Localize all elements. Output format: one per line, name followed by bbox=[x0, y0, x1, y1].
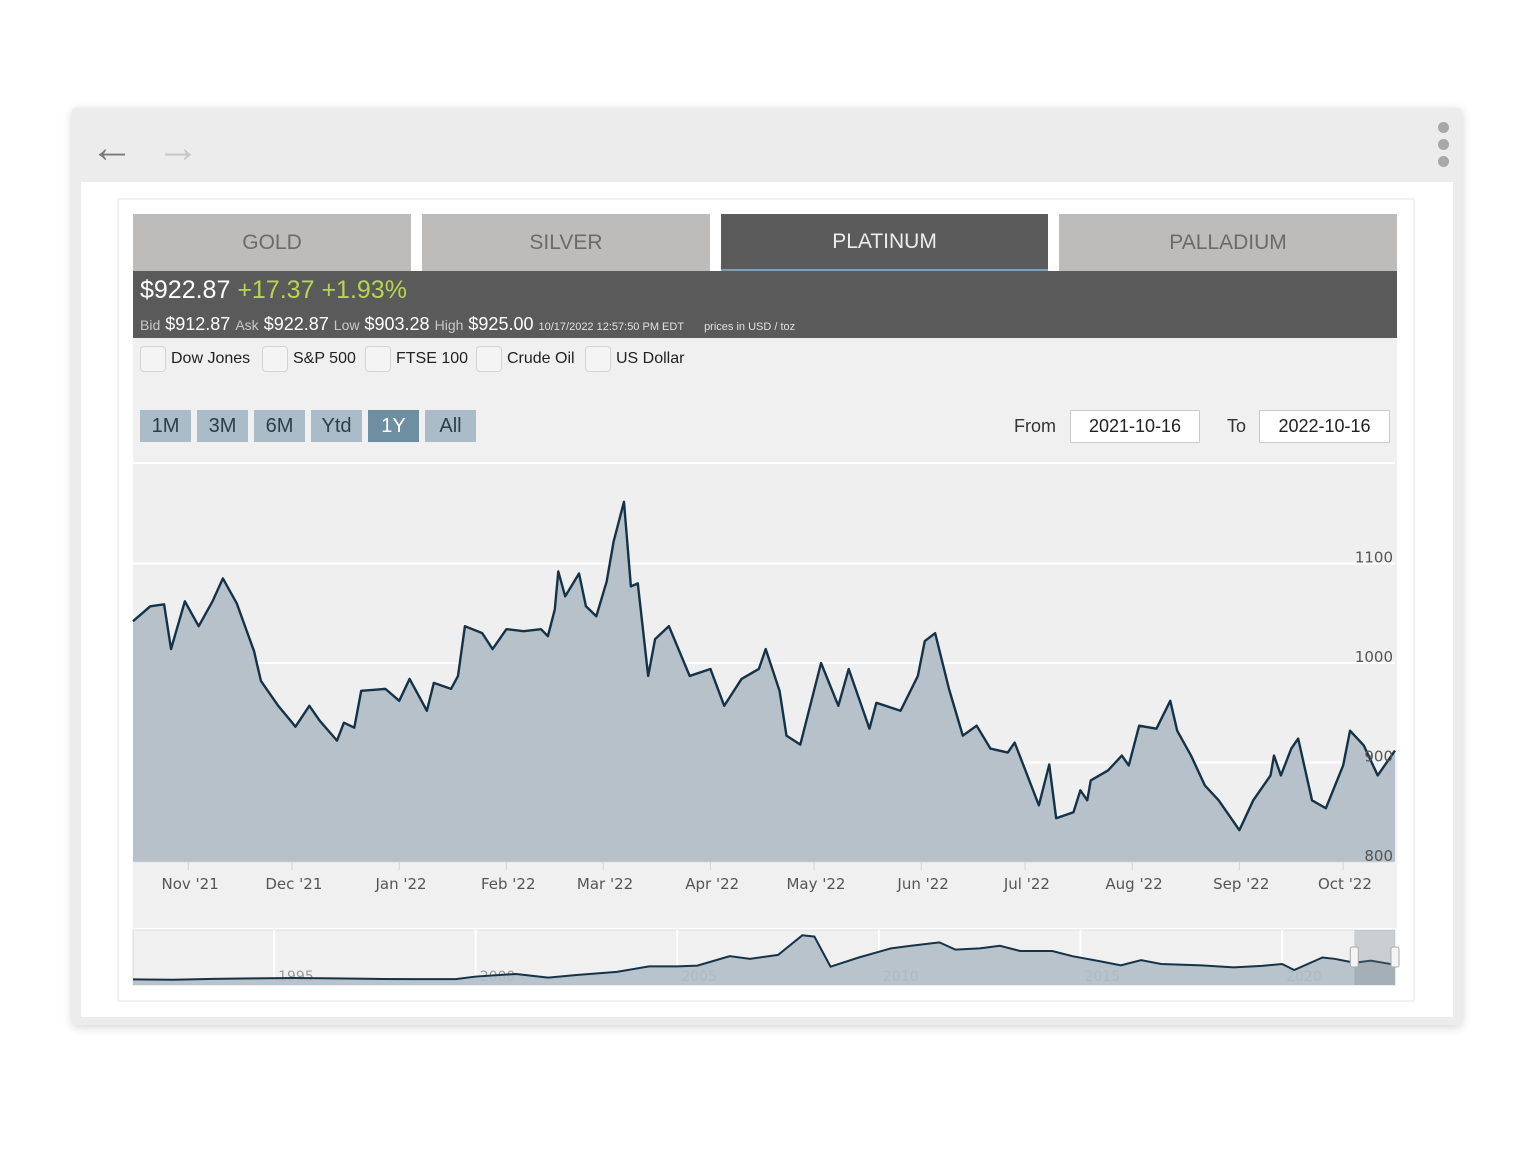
x-tick-label: May '22 bbox=[786, 875, 845, 893]
y-tick-label: 1100 bbox=[1355, 549, 1393, 567]
quote-timestamp: 10/17/2022 12:57:50 PM EDT bbox=[538, 321, 685, 333]
navigator-handle[interactable] bbox=[1349, 946, 1359, 968]
tab-silver[interactable]: SILVER bbox=[422, 214, 710, 271]
range-ytd-button[interactable]: Ytd bbox=[311, 410, 362, 442]
compare-us-dollar[interactable]: US Dollar bbox=[585, 346, 684, 372]
x-tick-label: Apr '22 bbox=[685, 875, 739, 893]
price-change-percent: +1.93% bbox=[321, 276, 407, 304]
checkbox[interactable] bbox=[585, 346, 611, 372]
x-tick-label: Feb '22 bbox=[481, 875, 536, 893]
x-tick-label: Aug '22 bbox=[1105, 875, 1162, 893]
checkbox[interactable] bbox=[365, 346, 391, 372]
checkbox-label: FTSE 100 bbox=[396, 350, 469, 367]
quote-bar: $922.87 +17.37 +1.93% Bid $912.87 Ask $9… bbox=[133, 271, 1397, 338]
y-tick-label: 900 bbox=[1364, 748, 1393, 766]
x-tick-label: Jun '22 bbox=[896, 875, 948, 893]
ask-label: Ask bbox=[235, 317, 259, 333]
x-tick-label: Jul '22 bbox=[1003, 875, 1050, 893]
navigator-handle[interactable] bbox=[1390, 946, 1400, 968]
range-1m-button[interactable]: 1M bbox=[140, 410, 191, 442]
tab-gold[interactable]: GOLD bbox=[133, 214, 411, 271]
tab-platinum[interactable]: PLATINUM bbox=[721, 214, 1048, 271]
x-tick-label: Sep '22 bbox=[1213, 875, 1269, 893]
x-tick-label: Dec '21 bbox=[265, 875, 322, 893]
compare-dow-jones[interactable]: Dow Jones bbox=[140, 346, 250, 372]
range-3m-button[interactable]: 3M bbox=[197, 410, 248, 442]
navigator-line bbox=[132, 934, 1396, 981]
checkbox-label: US Dollar bbox=[616, 350, 685, 367]
compare-ftse100[interactable]: FTSE 100 bbox=[365, 346, 468, 372]
kebab-menu-icon[interactable] bbox=[1438, 122, 1450, 173]
arrow-right-icon[interactable]: → bbox=[156, 123, 200, 172]
range-1y-button[interactable]: 1Y bbox=[368, 410, 419, 442]
ask-value: $922.87 bbox=[263, 314, 329, 334]
high-label: High bbox=[434, 317, 464, 333]
x-tick-label: Nov '21 bbox=[162, 875, 219, 893]
navigator-area bbox=[133, 935, 1395, 985]
compare-crude-oil[interactable]: Crude Oil bbox=[476, 346, 575, 372]
checkbox[interactable] bbox=[476, 346, 502, 372]
checkbox[interactable] bbox=[140, 346, 166, 372]
y-tick-label: 1000 bbox=[1355, 648, 1393, 666]
checkbox[interactable] bbox=[262, 346, 288, 372]
range-all-button[interactable]: All bbox=[425, 410, 476, 442]
checkbox-label: Crude Oil bbox=[507, 350, 575, 367]
arrow-left-icon[interactable]: ← bbox=[90, 123, 134, 172]
from-label: From bbox=[1014, 416, 1056, 436]
y-tick-label: 800 bbox=[1364, 847, 1393, 865]
to-label: To bbox=[1227, 416, 1247, 436]
price-line bbox=[132, 500, 1396, 832]
high-value: $925.00 bbox=[468, 314, 534, 334]
x-tick-label: Mar '22 bbox=[577, 875, 633, 893]
range-6m-button[interactable]: 6M bbox=[254, 410, 305, 442]
compare-sp500[interactable]: S&P 500 bbox=[262, 346, 356, 372]
from-date-input[interactable]: 2021-10-16 bbox=[1070, 410, 1200, 443]
low-label: Low bbox=[333, 317, 360, 333]
price-units: prices in USD / toz bbox=[704, 321, 796, 333]
to-date-input[interactable]: 2022-10-16 bbox=[1259, 410, 1390, 443]
checkbox-label: S&P 500 bbox=[293, 350, 356, 367]
bid-value: $912.87 bbox=[165, 314, 231, 334]
x-tick-label: Jan '22 bbox=[375, 875, 427, 893]
x-tick-label: Oct '22 bbox=[1318, 875, 1372, 893]
tab-palladium[interactable]: PALLADIUM bbox=[1059, 214, 1397, 271]
low-value: $903.28 bbox=[364, 314, 430, 334]
checkbox-label: Dow Jones bbox=[171, 350, 251, 367]
price-change: +17.37 bbox=[237, 276, 315, 304]
bid-label: Bid bbox=[140, 317, 161, 333]
price-area bbox=[133, 501, 1395, 862]
current-price: $922.87 bbox=[140, 276, 231, 304]
navigator-selection[interactable] bbox=[1354, 930, 1395, 985]
